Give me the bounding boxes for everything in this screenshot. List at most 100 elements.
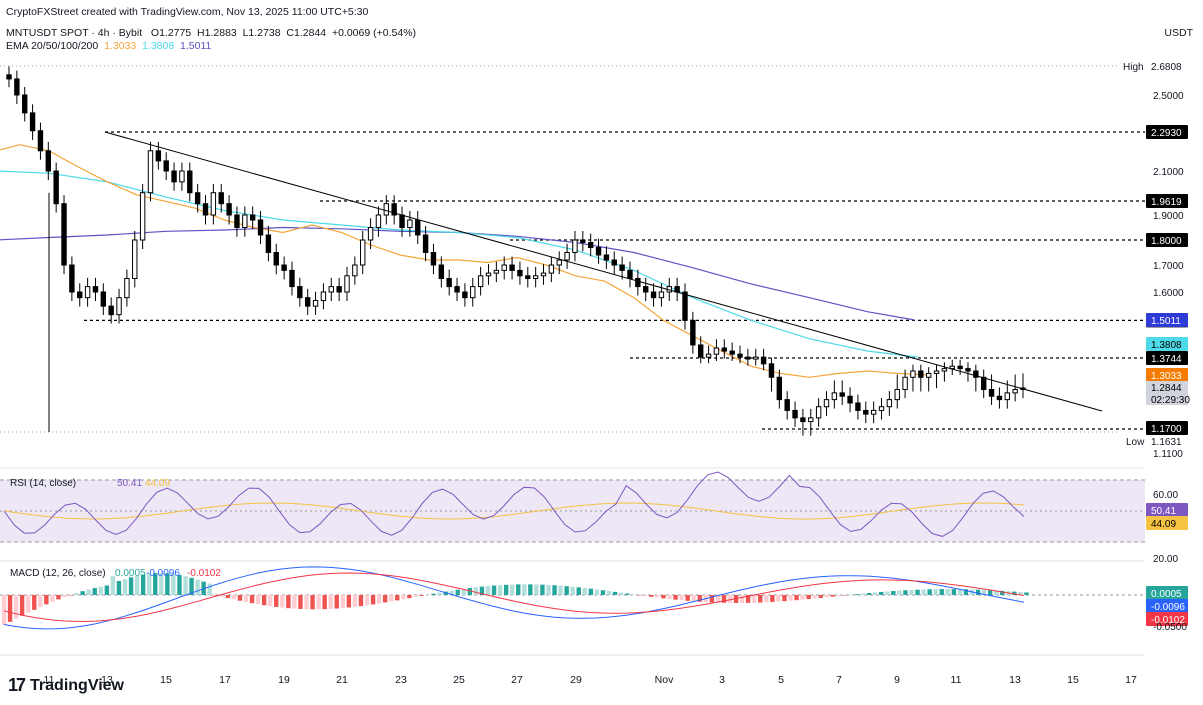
macd-histogram-bar xyxy=(637,595,642,596)
candle-body xyxy=(14,78,20,96)
candle-body xyxy=(532,275,539,279)
candle-body xyxy=(226,203,232,216)
macd-histogram-bar xyxy=(431,593,436,595)
macd-histogram-bar xyxy=(261,595,267,606)
macd-histogram-bar xyxy=(80,591,85,595)
candle-body xyxy=(139,192,146,241)
x-tick-label: 19 xyxy=(278,674,290,686)
candle-body xyxy=(438,264,445,279)
tradingview-logo[interactable]: 17 TradingView xyxy=(8,675,124,696)
candle-body xyxy=(753,356,759,360)
macd-histogram-bar xyxy=(153,573,158,595)
candle-body xyxy=(257,219,264,236)
macd-tag-bg xyxy=(1146,599,1188,613)
macd-histogram-bar xyxy=(564,586,569,595)
macd-histogram-bar xyxy=(945,589,950,595)
macd-histogram-bar xyxy=(1,595,7,625)
macd-histogram-bar xyxy=(679,595,684,601)
macd-histogram-bar xyxy=(818,595,823,598)
macd-histogram-bar xyxy=(588,588,594,595)
macd-histogram-bar xyxy=(854,594,860,595)
macd-histogram-bar xyxy=(485,586,491,595)
price-tick: 2.5000 xyxy=(1153,91,1184,102)
price-tick: 1.9000 xyxy=(1153,211,1184,222)
macd-histogram-bar xyxy=(370,595,376,605)
candle-body xyxy=(548,264,555,274)
macd-histogram-bar xyxy=(618,592,624,595)
candle-body xyxy=(422,234,429,253)
ema-legend: EMA 20/50/100/200 1.3033 1.3808 1.5011 xyxy=(6,40,211,52)
macd-histogram-bar xyxy=(195,579,200,595)
candle-body xyxy=(485,272,492,277)
macd-histogram-bar xyxy=(570,586,575,595)
macd-histogram-bar xyxy=(104,585,110,595)
candle-body xyxy=(587,242,594,248)
macd-histogram-bar xyxy=(649,595,654,597)
candle-body xyxy=(470,286,476,299)
macd-histogram-bar xyxy=(401,595,406,600)
candle-body xyxy=(304,297,311,307)
macd-label: MACD (12, 26, close) xyxy=(10,568,106,579)
macd-histogram-bar xyxy=(364,595,370,606)
macd-histogram-bar xyxy=(292,595,297,609)
candle-body xyxy=(375,214,382,228)
x-tick-label: 21 xyxy=(336,674,348,686)
symbol-ohlc-line: MNTUSDT SPOT · 4h · Bybit O1.2775 H1.288… xyxy=(6,27,416,39)
macd-histogram-bar xyxy=(842,595,848,596)
macd-histogram-bar xyxy=(177,574,182,595)
x-tick-label: 3 xyxy=(719,674,725,686)
macd-histogram-bar xyxy=(552,585,557,595)
macd-histogram-bar xyxy=(249,595,255,604)
candle-body xyxy=(202,203,209,216)
macd-histogram-bar xyxy=(346,595,352,608)
macd-histogram-bar xyxy=(140,574,146,595)
candle-body xyxy=(45,150,52,172)
last-price-bg xyxy=(1146,381,1188,405)
macd-histogram-bar xyxy=(26,595,31,613)
x-tick-label: 27 xyxy=(511,674,523,686)
candle-body xyxy=(100,291,107,307)
candle-body xyxy=(210,192,217,216)
macd-histogram-bar xyxy=(1012,591,1017,595)
macd-histogram-bar xyxy=(709,595,715,603)
macd-histogram-bar xyxy=(231,595,237,600)
macd-signal-tag: -0.0102 xyxy=(1151,615,1185,626)
macd-histogram-bar xyxy=(727,595,733,603)
macd-histogram-bar xyxy=(546,584,551,595)
candle-body xyxy=(839,392,845,397)
macd-histogram-bar xyxy=(891,591,896,595)
macd-histogram-bar xyxy=(358,595,364,607)
candle-body xyxy=(289,269,295,288)
macd-histogram-bar xyxy=(739,595,745,603)
macd-histogram-bar xyxy=(304,595,309,610)
macd-histogram-bar xyxy=(927,589,932,595)
candle-body xyxy=(360,239,366,266)
ema200-value: 1.5011 xyxy=(180,40,212,52)
candle-body xyxy=(367,227,374,241)
candle-body xyxy=(627,269,633,279)
macd-histogram-bar xyxy=(830,595,836,597)
macd-histogram-bar xyxy=(558,585,563,595)
price-tick: 1.6000 xyxy=(1153,288,1184,299)
level-tag-bg xyxy=(1146,351,1188,365)
macd-histogram-bar xyxy=(933,589,938,595)
candle-body xyxy=(776,376,783,401)
level-tag-bg xyxy=(1146,194,1188,208)
candle-body xyxy=(218,192,224,205)
macd-histogram-bar xyxy=(50,595,55,602)
macd-hist-text: 0.0005 xyxy=(115,568,146,579)
level-tag: 1.3744 xyxy=(1151,354,1182,365)
ema50-tag-bg xyxy=(1146,337,1188,351)
macd-histogram-bar xyxy=(461,588,466,595)
chart-credit: CryptoFXStreet created with TradingView.… xyxy=(6,6,369,18)
candle-body xyxy=(973,370,979,378)
rsi-tick: 60.00 xyxy=(1153,490,1178,501)
candle-body xyxy=(965,368,971,372)
candle-body xyxy=(933,370,940,374)
macd-histogram-bar xyxy=(909,589,914,595)
macd-histogram-bar xyxy=(7,595,13,622)
macd-hist-tag: 0.0005 xyxy=(1151,589,1182,600)
macd-histogram-bar xyxy=(975,589,981,595)
macd-histogram-bar xyxy=(1000,590,1005,595)
